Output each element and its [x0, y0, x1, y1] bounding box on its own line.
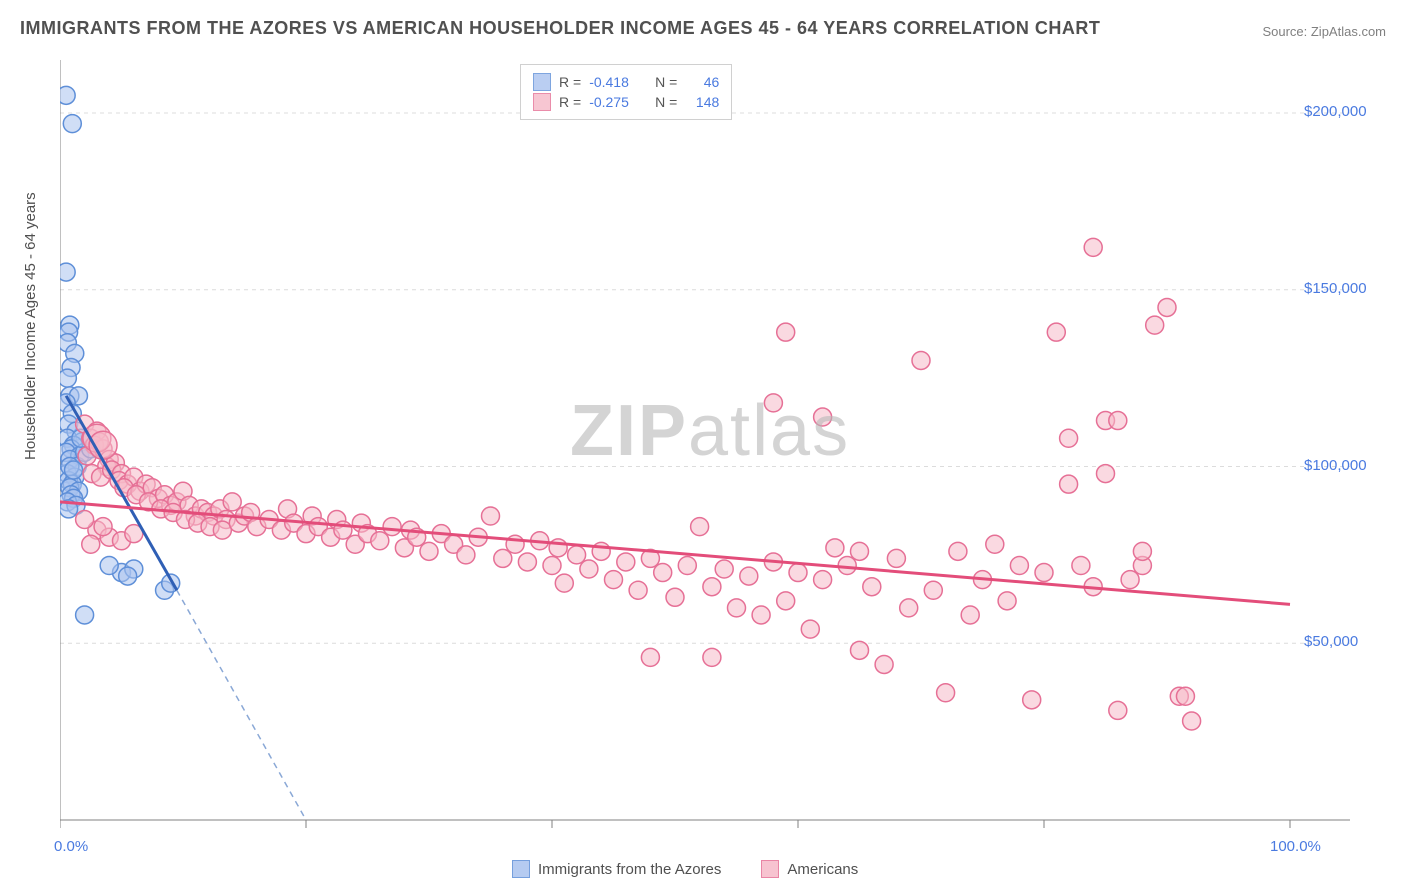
legend-item: Americans — [761, 860, 858, 878]
y-tick-label: $200,000 — [1304, 103, 1367, 120]
y-axis-label: Householder Income Ages 45 - 64 years — [22, 192, 39, 460]
chart-title: IMMIGRANTS FROM THE AZORES VS AMERICAN H… — [20, 18, 1100, 39]
legend-swatch — [533, 73, 551, 91]
legend-swatch — [512, 860, 530, 878]
legend-row: R = -0.275 N = 148 — [533, 93, 719, 111]
scatter-plot — [60, 60, 1380, 840]
legend-row: R = -0.418 N = 46 — [533, 73, 719, 91]
y-tick-label: $50,000 — [1304, 633, 1358, 650]
x-tick-label: 100.0% — [1270, 838, 1321, 855]
legend-swatch — [533, 93, 551, 111]
source-label: Source: ZipAtlas.com — [1262, 24, 1386, 39]
x-tick-label: 0.0% — [54, 838, 88, 855]
chart-container: ZIPatlas R = -0.418 N = 46R = -0.275 N =… — [60, 60, 1380, 840]
series-legend: Immigrants from the Azores Americans — [512, 860, 858, 878]
correlation-legend: R = -0.418 N = 46 R = -0.275 N = 148 — [520, 64, 732, 120]
y-tick-label: $100,000 — [1304, 457, 1367, 474]
y-tick-label: $150,000 — [1304, 280, 1367, 297]
legend-item: Immigrants from the Azores — [512, 860, 721, 878]
legend-swatch — [761, 860, 779, 878]
